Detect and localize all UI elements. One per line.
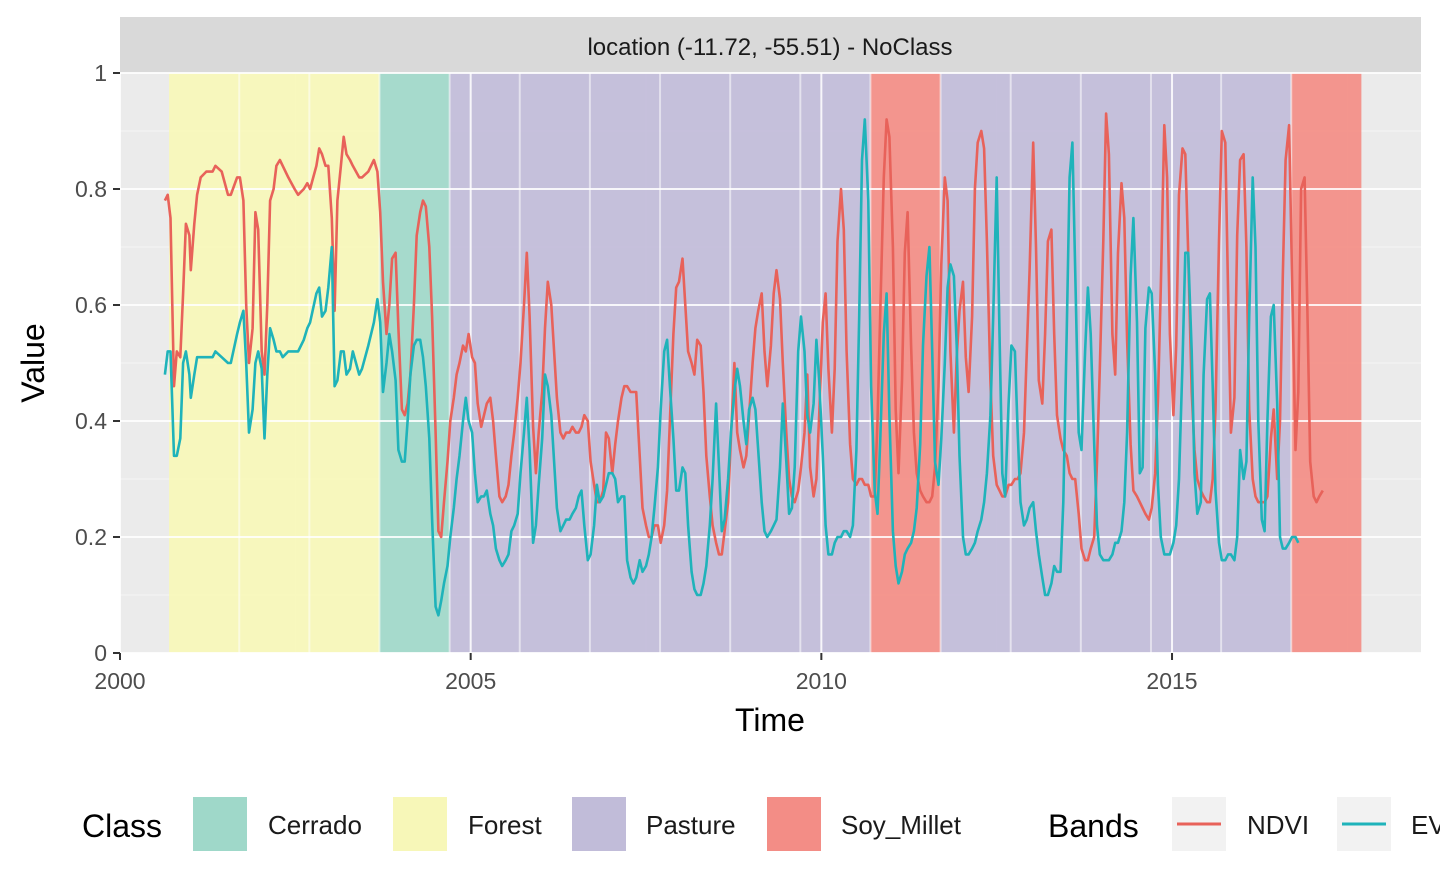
- x-tick-label: 2000: [94, 668, 145, 694]
- legend-key-cerrado: [193, 797, 247, 851]
- bands-legend-title: Bands: [1048, 808, 1139, 844]
- y-tick-label: 0.6: [75, 292, 107, 318]
- series-line-ndvi: [163, 112, 1324, 562]
- x-axis: 2000 2005 2010 2015: [94, 653, 1198, 694]
- class-band-cerrado: [379, 73, 450, 653]
- y-tick-label: 0.2: [75, 524, 107, 550]
- series-line-evi: [163, 118, 1300, 617]
- legend-key-pasture: [572, 797, 626, 851]
- y-tick-label: 0: [94, 640, 107, 666]
- class-legend: Class Cerrado Forest Pasture Soy_Millet: [82, 797, 962, 851]
- x-tick-label: 2010: [796, 668, 847, 694]
- legend-label-ndvi: NDVI: [1247, 810, 1309, 840]
- y-axis: 0 0.2 0.4 0.6 0.8 1: [75, 60, 120, 666]
- x-tick-label: 2005: [445, 668, 496, 694]
- legend-label-cerrado: Cerrado: [268, 810, 362, 840]
- facet-strip: [120, 17, 1421, 73]
- legend-key-soy-millet: [767, 797, 821, 851]
- class-band-forest: [239, 73, 310, 653]
- x-axis-label: Time: [735, 702, 805, 738]
- y-tick-label: 0.4: [75, 408, 107, 434]
- class-band-pasture: [589, 73, 661, 653]
- bands-legend: Bands NDVI EVI: [1048, 797, 1440, 851]
- y-tick-label: 0.8: [75, 176, 107, 202]
- class-band-soy-millet: [870, 73, 941, 653]
- y-axis-label: Value: [15, 323, 51, 402]
- class-legend-title: Class: [82, 808, 162, 844]
- legend-key-forest: [393, 797, 447, 851]
- class-band-soy-millet: [1291, 73, 1362, 653]
- x-tick-label: 2015: [1146, 668, 1197, 694]
- y-tick-label: 1: [94, 60, 107, 86]
- legend-label-evi: EVI: [1411, 810, 1440, 840]
- series-lines: [163, 112, 1324, 617]
- legend-label-pasture: Pasture: [646, 810, 736, 840]
- legend-label-soy-millet: Soy_Millet: [841, 810, 962, 840]
- chart-title: location (-11.72, -55.51) - NoClass: [587, 34, 952, 61]
- legend-label-forest: Forest: [468, 810, 542, 840]
